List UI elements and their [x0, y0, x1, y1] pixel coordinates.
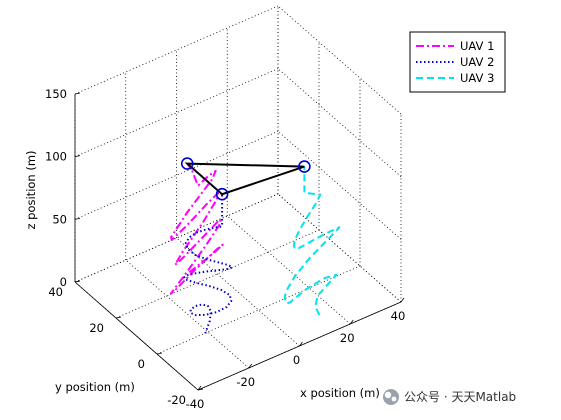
z-tick-label: 50 [52, 212, 67, 226]
y-tick-label: 40 [48, 285, 63, 299]
grid-line [277, 68, 402, 177]
watermark-text: 公众号 · 天天Matlab [404, 390, 516, 404]
y-tick-mark [156, 352, 163, 355]
x-tick-mark [349, 319, 354, 325]
z-tick-mark [74, 155, 81, 158]
wechat-icon-bubble [384, 391, 392, 399]
formation-group [180, 157, 311, 201]
y-axis-line [74, 281, 199, 391]
y-tick-label: 0 [138, 357, 145, 371]
z-tick-label: 150 [45, 87, 67, 101]
x-tick-mark [197, 385, 202, 391]
z-tick-mark [74, 217, 81, 220]
axes-box [74, 94, 402, 391]
y-axis-label: y position (m) [55, 380, 135, 394]
x-tick-label: 20 [340, 331, 355, 345]
series-group [169, 163, 341, 334]
x-tick-mark [248, 363, 253, 369]
grid-line [277, 5, 402, 115]
y-tick-label: 20 [89, 321, 104, 335]
y-tick-label: -20 [167, 393, 186, 407]
y-tick-mark [197, 388, 204, 391]
legend-label-uav3: UAV 3 [460, 71, 494, 85]
grid-line [277, 131, 402, 240]
formation-triangle [184, 162, 305, 196]
grid-line [125, 259, 250, 369]
uav-marker-2 [298, 160, 311, 173]
z-tick-label: 100 [45, 150, 67, 164]
series-line-uav2 [183, 194, 234, 334]
x-tick-label: -20 [236, 375, 255, 389]
z-axis-label: z position (m) [24, 150, 38, 229]
x-axis-label: x position (m) [300, 386, 380, 400]
series-line-uav1 [169, 163, 224, 295]
series-line-uav3 [283, 166, 341, 316]
legend-label-uav1: UAV 1 [460, 39, 494, 53]
x-tick-label: -40 [186, 397, 205, 411]
x-tick-label: 40 [391, 309, 406, 323]
x-tick-mark [400, 297, 405, 303]
grid-line [226, 215, 351, 325]
grid-line [277, 193, 402, 303]
legend: UAV 1 UAV 2 UAV 3 [409, 31, 506, 93]
uav-marker-1 [180, 157, 194, 170]
x-tick-label: 0 [293, 353, 300, 367]
uav-marker-3 [215, 187, 229, 201]
legend-box [409, 31, 506, 93]
wechat-icon-bubble-small [391, 396, 397, 402]
watermark: 公众号 · 天天Matlab [383, 389, 516, 405]
legend-label-uav2: UAV 2 [460, 55, 494, 69]
z-tick-mark [74, 92, 81, 95]
wechat-icon [383, 389, 399, 405]
grid-line [176, 237, 300, 347]
z-tick-label: 0 [60, 275, 67, 289]
z-tick-mark [74, 280, 81, 283]
x-tick-mark [299, 341, 303, 347]
y-tick-mark [115, 316, 122, 319]
